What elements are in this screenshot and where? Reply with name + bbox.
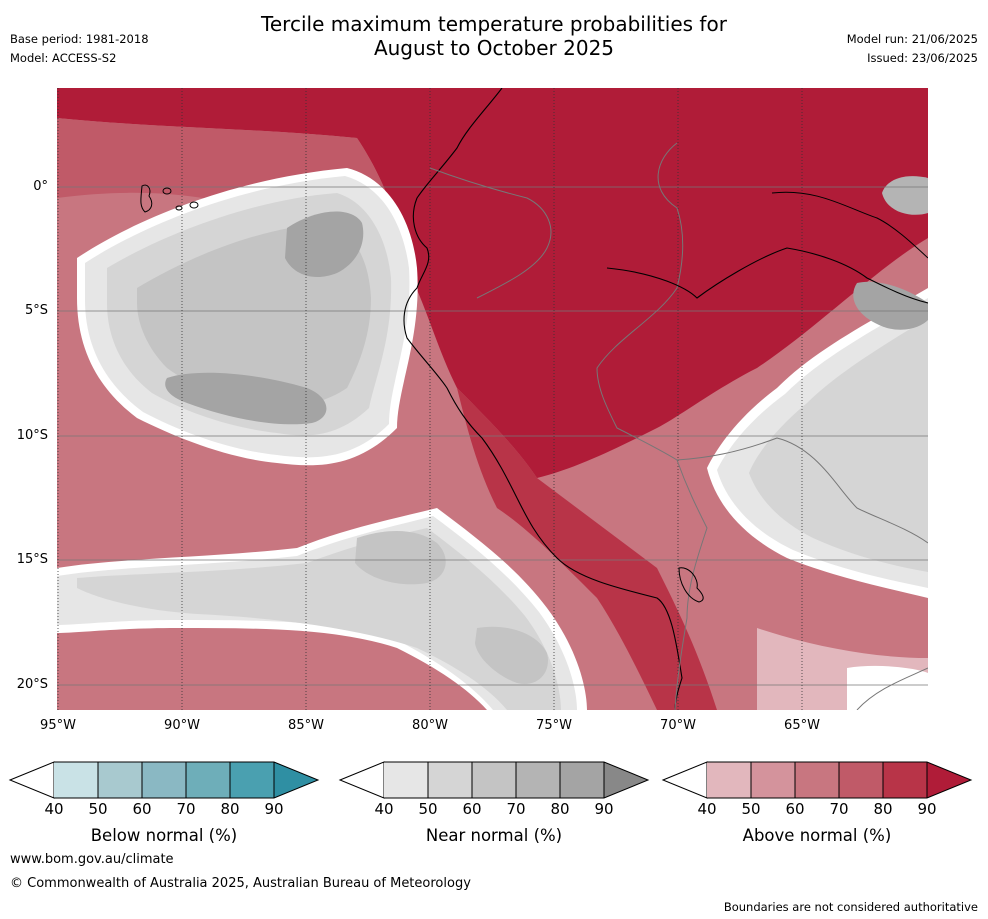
amazon-river [606,247,928,304]
near-tick-60: 60 [462,800,482,818]
above-tick-70: 70 [829,800,849,818]
below-tick-80: 80 [220,800,240,818]
near-normal-east-60 [749,318,928,572]
lat-label-15s: 15°S [16,552,48,567]
below-colorbar-60-70 [142,762,186,798]
lon-label-85w: 85°W [288,718,324,733]
copyright-text: © Commonwealth of Australia 2025, Austra… [10,876,471,891]
near-tick-90: 90 [594,800,614,818]
near-colorbar-40-50 [384,762,428,798]
border-bolivia-argentina [856,667,928,710]
above-colorbar-50-60 [751,762,795,798]
below-tick-60: 60 [132,800,152,818]
near-normal-west-90b [165,372,327,425]
above-colorbar-under [661,761,708,799]
near-tick-40: 40 [374,800,394,818]
above-tick-50: 50 [741,800,761,818]
near-colorbar-60-70 [472,762,516,798]
near-colorbar-under [338,761,385,799]
andes-above-normal-region [457,388,717,710]
above-tick-40: 40 [697,800,717,818]
lat-gridlines [57,186,928,686]
near-colorbar-50-60 [428,762,472,798]
near-tick-70: 70 [506,800,526,818]
near-normal-label: Near normal (%) [425,826,563,845]
lon-label-95w: 95°W [40,718,76,733]
lake-titicaca [678,567,704,603]
near-normal-west-90a [285,211,364,278]
near-normal-colorbar [338,761,650,799]
above-colorbar-60-70 [795,762,839,798]
above-normal-90-region [57,88,928,478]
below-tick-90: 90 [264,800,284,818]
near-normal-east-90 [853,281,928,330]
near-normal-south-70 [355,531,446,585]
lon-label-80w: 80°W [412,718,448,733]
below-colorbar-40-50 [54,762,98,798]
below-tick-40: 40 [44,800,64,818]
below-colorbar-under [8,761,55,799]
border-bolivia-brazil [676,437,928,544]
below-normal-label: Below normal (%) [90,826,238,845]
near-colorbar-80-90 [560,762,604,798]
website-link[interactable]: www.bom.gov.au/climate [10,852,174,867]
galapagos-islands [140,184,199,213]
above-colorbar-70-80 [839,762,883,798]
issued-label: Issued: 23/06/2025 [867,51,978,65]
above-colorbar-40-50 [707,762,751,798]
map-title: Tercile maximum temperature probabilitie… [0,12,988,60]
above-normal-colorbar [661,761,973,799]
coastline [403,88,683,710]
rio-negro [771,191,928,259]
below-colorbar-80-90 [230,762,274,798]
lat-label-10s: 10°S [16,428,48,443]
near-colorbar-70-80 [516,762,560,798]
above-colorbar-80-90 [883,762,927,798]
lat-label-20s: 20°S [16,677,48,692]
lon-label-90w: 90°W [164,718,200,733]
below-tick-50: 50 [88,800,108,818]
model-label: Model: ACCESS-S2 [10,51,117,65]
model-run-label: Model run: 21/06/2025 [846,32,978,46]
below-colorbar-over [274,762,318,798]
above-normal-label: Above normal (%) [742,826,892,845]
title-line-2: August to October 2025 [373,36,615,60]
lat-label-0: 0° [33,179,48,194]
near-tick-50: 50 [418,800,438,818]
title-line-1: Tercile maximum temperature probabilitie… [261,12,727,36]
border-peru-bolivia [674,459,708,710]
base-period-label: Base period: 1981-2018 [10,32,149,46]
border-ecuador-peru [429,167,552,299]
near-normal-south-70b [475,626,548,684]
lon-label-75w: 75°W [536,718,572,733]
above-tick-90: 90 [917,800,937,818]
border-peru-brazil [596,142,684,461]
lat-label-5s: 5°S [24,303,48,318]
above-colorbar-over [927,762,971,798]
lon-label-65w: 65°W [784,718,820,733]
above-tick-80: 80 [873,800,893,818]
near-normal-east-80 [882,176,928,215]
disclaimer-text: Boundaries are not considered authoritat… [723,900,978,914]
below-colorbar-70-80 [186,762,230,798]
lon-label-70w: 70°W [660,718,696,733]
above-tick-60: 60 [785,800,805,818]
near-colorbar-over [604,762,648,798]
probability-map [57,88,928,710]
below-colorbar-50-60 [98,762,142,798]
below-tick-70: 70 [176,800,196,818]
below-normal-colorbar [8,761,320,799]
near-tick-80: 80 [550,800,570,818]
below-40-southeast [847,665,928,710]
